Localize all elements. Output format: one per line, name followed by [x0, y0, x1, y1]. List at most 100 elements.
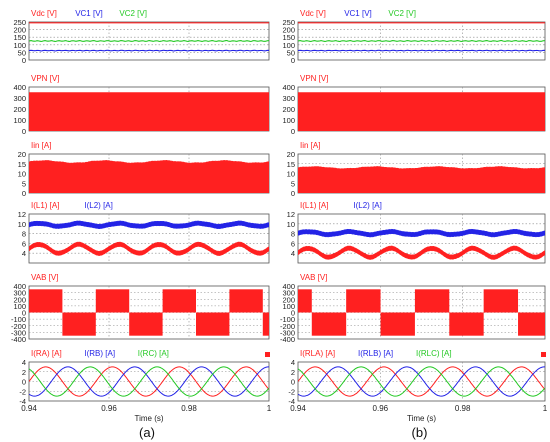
y-tick-label: 50: [287, 48, 295, 57]
series-band: [29, 220, 269, 230]
y-tick-label: 100: [282, 302, 295, 311]
x-tick-label: 0.94: [290, 404, 306, 413]
legend-entry: I(RA) [A]: [31, 349, 62, 358]
legend-entry: I(RLA) [A]: [300, 349, 335, 358]
y-tick-label: 2: [291, 368, 295, 377]
series-block: [196, 312, 230, 336]
y-tick-label: 8: [22, 230, 26, 239]
plot-area: [29, 92, 269, 131]
series-block: [229, 289, 263, 313]
legend-entry: I(L1) [A]: [300, 201, 328, 210]
y-tick-label: 4: [291, 358, 295, 367]
series-block: [518, 312, 545, 336]
plot-area: [298, 366, 545, 397]
y-tick-label: 400: [282, 83, 295, 92]
series-block: [414, 289, 450, 313]
x-tick-label: 0.98: [181, 404, 197, 413]
plot-area: [29, 220, 269, 256]
x-tick-label: 0.98: [455, 404, 471, 413]
y-tick-label: 200: [282, 26, 295, 35]
series-block: [380, 312, 415, 336]
panel-5: -400 -200 0 200 400 -300 -100 100 300 VAB [V]: [280, 273, 546, 344]
y-tick-label: 10: [18, 220, 26, 229]
y-tick-label: 2: [22, 368, 26, 377]
legend-marker: [541, 352, 546, 357]
y-tick-label: -100: [11, 315, 26, 324]
y-tick-label: 5: [22, 179, 26, 188]
legend-entry: Vdc [V]: [300, 9, 326, 18]
y-tick-label: -2: [288, 387, 295, 396]
series-block: [262, 312, 269, 336]
series-block: [311, 312, 347, 336]
y-tick-label: 6: [291, 239, 295, 248]
legend-entry: I(RC) [A]: [138, 349, 169, 358]
y-tick-label: 250: [282, 18, 295, 27]
series-band: [29, 241, 269, 256]
y-tick-label: 300: [13, 94, 26, 103]
series-band: [298, 166, 545, 193]
plot-frame: [28, 213, 270, 264]
legend-entry: I(RLB) [A]: [358, 349, 393, 358]
y-tick-label: -4: [288, 397, 295, 406]
y-tick-label: 12: [18, 210, 26, 219]
y-tick-label: 0: [22, 127, 26, 136]
y-tick-label: 0: [22, 56, 26, 65]
y-tick-label: 250: [13, 18, 26, 27]
legend-entry: I(RB) [A]: [84, 349, 115, 358]
y-tick-label: 50: [18, 48, 26, 57]
y-tick-label: 4: [22, 358, 26, 367]
plot-area: [298, 228, 545, 260]
y-tick-label: -200: [11, 322, 26, 331]
y-tick-label: 150: [13, 33, 26, 42]
plot-area: [298, 22, 545, 52]
y-tick-label: 100: [282, 41, 295, 50]
y-tick-label: -2: [19, 387, 26, 396]
y-tick-label: -200: [280, 322, 295, 331]
y-tick-label: 0: [22, 189, 26, 198]
y-tick-label: 8: [291, 230, 295, 239]
plot-area: [298, 289, 545, 336]
x-tick-label: 0.96: [373, 404, 389, 413]
y-tick-label: 4: [291, 249, 295, 258]
panel-2: 0 100 200 300 400 VPN [V]: [13, 74, 270, 136]
legend-entry: I(L2) [A]: [84, 201, 112, 210]
legend-entry: Iin [A]: [300, 141, 320, 150]
plot-area: [298, 166, 545, 193]
series-line: [298, 366, 545, 397]
y-tick-label: 10: [18, 170, 26, 179]
x-tick-label: 0.94: [21, 404, 37, 413]
series-line: [298, 366, 545, 397]
y-tick-label: 200: [13, 295, 26, 304]
series-band: [29, 92, 269, 131]
y-tick-label: -100: [280, 315, 295, 324]
x-axis-label: Time (s): [134, 414, 163, 423]
y-tick-label: 300: [282, 289, 295, 298]
y-tick-label: 20: [287, 150, 295, 159]
y-tick-label: 15: [287, 160, 295, 169]
series-line: [29, 40, 269, 42]
y-tick-label: 6: [22, 239, 26, 248]
series-band: [298, 92, 545, 131]
series-block: [95, 289, 130, 313]
y-tick-label: 15: [18, 160, 26, 169]
series-line: [298, 366, 545, 397]
y-tick-label: 100: [13, 41, 26, 50]
y-tick-label: 400: [13, 282, 26, 291]
y-tick-label: 400: [13, 83, 26, 92]
plot-area: [29, 366, 269, 397]
legend-entry: I(L1) [A]: [31, 201, 59, 210]
series-block: [298, 289, 312, 313]
series-block: [483, 289, 519, 313]
series-block: [449, 312, 484, 336]
y-tick-label: 0: [291, 127, 295, 136]
plot-area: [29, 22, 269, 52]
legend-entry: VAB [V]: [31, 273, 58, 282]
series-band: [29, 159, 269, 193]
